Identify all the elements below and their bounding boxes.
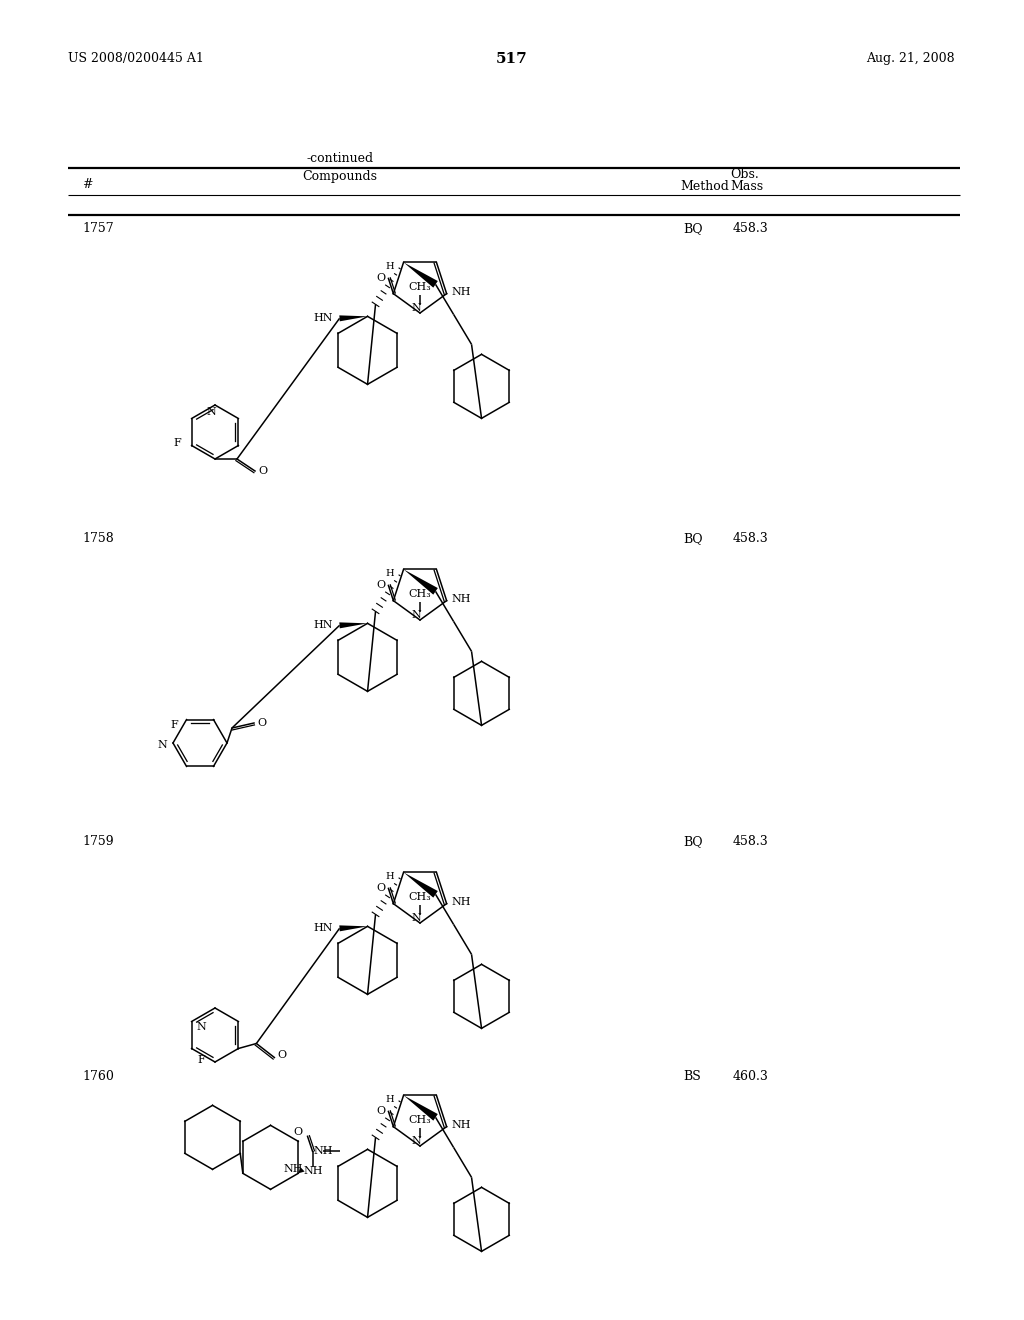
Text: O: O (376, 883, 385, 894)
Text: NH: NH (452, 1119, 471, 1130)
Text: N: N (411, 1137, 421, 1146)
Text: O: O (376, 273, 385, 284)
Text: O: O (278, 1051, 287, 1060)
Text: H: H (385, 261, 394, 271)
Text: H: H (385, 569, 394, 578)
Text: BQ: BQ (683, 836, 702, 847)
Polygon shape (403, 569, 438, 594)
Text: 458.3: 458.3 (733, 836, 769, 847)
Text: BQ: BQ (683, 532, 702, 545)
Polygon shape (403, 263, 438, 288)
Polygon shape (403, 1096, 438, 1121)
Text: N: N (411, 913, 421, 923)
Text: Obs.: Obs. (730, 168, 759, 181)
Polygon shape (403, 873, 438, 898)
Text: O: O (258, 466, 267, 477)
Text: O: O (294, 1127, 302, 1138)
Text: F: F (174, 438, 181, 449)
Text: N: N (411, 610, 421, 620)
Text: N: N (206, 407, 216, 417)
Text: 460.3: 460.3 (733, 1071, 769, 1082)
Text: F: F (171, 719, 178, 730)
Text: CH₃: CH₃ (409, 892, 431, 902)
Text: 1757: 1757 (82, 222, 114, 235)
Text: H: H (385, 1094, 394, 1104)
Text: Compounds: Compounds (302, 170, 378, 183)
Text: Mass: Mass (730, 180, 763, 193)
Text: HN: HN (313, 924, 333, 933)
Text: CH₃: CH₃ (409, 282, 431, 292)
Polygon shape (339, 315, 368, 321)
Text: NH: NH (283, 1164, 302, 1175)
Text: 1758: 1758 (82, 532, 114, 545)
Text: NH: NH (313, 1146, 333, 1156)
Text: NH: NH (452, 594, 471, 603)
Text: 1760: 1760 (82, 1071, 114, 1082)
Text: O: O (376, 581, 385, 590)
Text: US 2008/0200445 A1: US 2008/0200445 A1 (68, 51, 204, 65)
Text: F: F (198, 1055, 205, 1065)
Text: 517: 517 (496, 51, 528, 66)
Text: 458.3: 458.3 (733, 532, 769, 545)
Text: NH: NH (452, 896, 471, 907)
Text: BQ: BQ (683, 222, 702, 235)
Text: HN: HN (313, 313, 333, 323)
Text: HN: HN (313, 620, 333, 631)
Polygon shape (339, 925, 368, 932)
Text: NH: NH (452, 286, 471, 297)
Text: O: O (376, 1106, 385, 1117)
Text: N: N (157, 741, 167, 750)
Text: CH₃: CH₃ (409, 1115, 431, 1125)
Text: -continued: -continued (306, 152, 374, 165)
Text: 458.3: 458.3 (733, 222, 769, 235)
Text: NH: NH (303, 1167, 323, 1176)
Text: CH₃: CH₃ (409, 589, 431, 599)
Text: N: N (411, 304, 421, 313)
Text: BS: BS (683, 1071, 700, 1082)
Text: H: H (385, 871, 394, 880)
Text: O: O (257, 718, 266, 729)
Polygon shape (339, 622, 368, 628)
Text: #: # (82, 178, 92, 191)
Text: Aug. 21, 2008: Aug. 21, 2008 (866, 51, 955, 65)
Text: Method: Method (680, 180, 729, 193)
Polygon shape (298, 1167, 304, 1173)
Text: 1759: 1759 (82, 836, 114, 847)
Text: N: N (197, 1022, 207, 1031)
